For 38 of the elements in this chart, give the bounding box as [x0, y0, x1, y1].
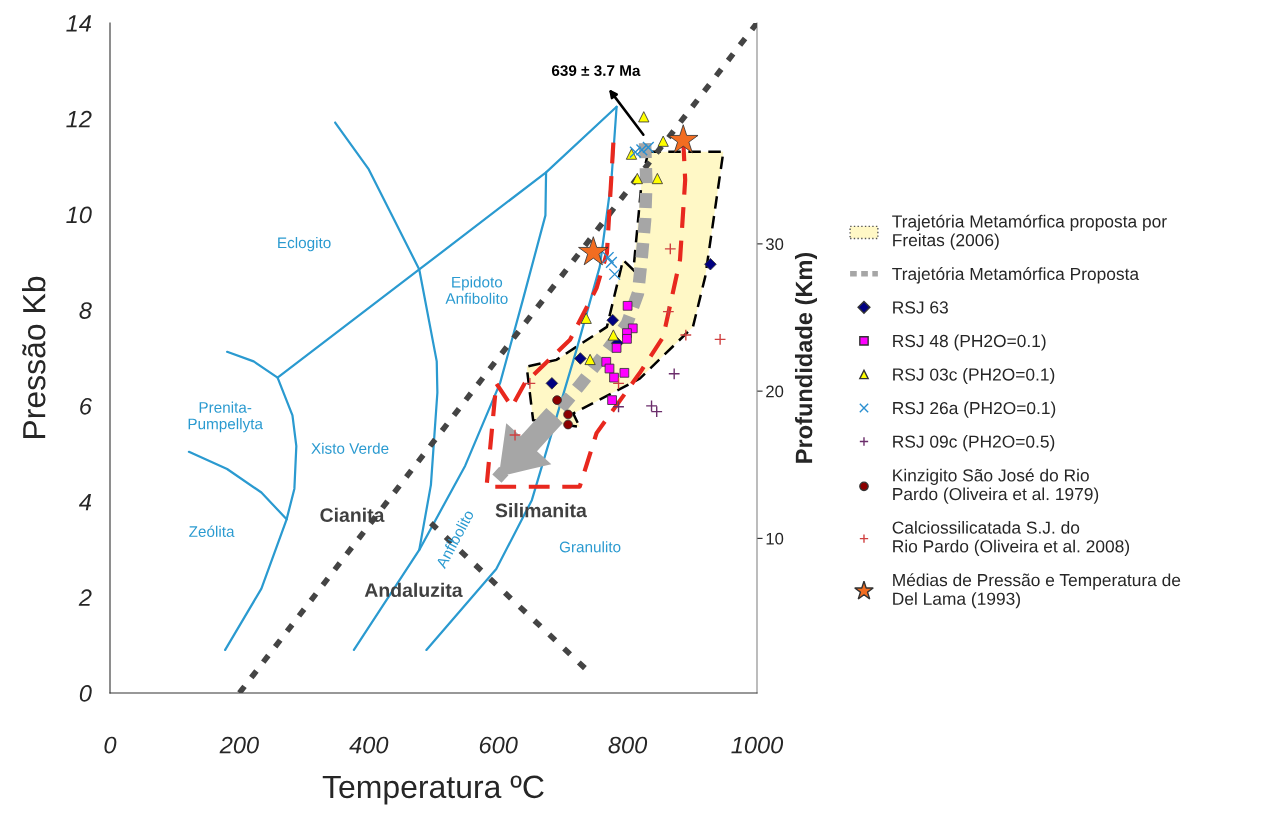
y2-tick-label: 10 [766, 532, 784, 545]
x-axis-title: Temperatura ºC [322, 775, 544, 805]
annotation: Cianita [320, 507, 385, 523]
annotation: 639 ± 3.7 Ma [551, 65, 641, 77]
x-tick-label: 0 [104, 736, 117, 754]
y-tick-label: 10 [66, 206, 92, 224]
y-tick-label: 2 [78, 589, 92, 606]
legend-label: Calciossilicatada S.J. do Rio Pardo (Oliveira et al. 2008) [892, 521, 1130, 556]
x-tick-label: 800 [608, 736, 648, 754]
x-tick-label: 400 [349, 736, 389, 754]
y-tick-label: 4 [78, 493, 92, 511]
y-tick-label: 14 [66, 15, 92, 32]
legend-label: Trajetória Metamórfica Proposta [892, 267, 1140, 284]
legend-label: RSJ 48 (PH2O=0.1) [893, 334, 1046, 351]
y-tick-label: 12 [66, 110, 92, 128]
legend-label: RSJ 26a (PH2O=0.1) [893, 401, 1056, 418]
legend-label: RSJ 63 [893, 301, 948, 314]
annotation: Eclogito [278, 236, 331, 252]
y2-tick-label: 20 [766, 385, 784, 398]
y-tick-label: 8 [79, 302, 92, 319]
legend-label: Trajetória Metamórfica proposta por Freitas (2006) [892, 214, 1167, 250]
x-tick-label: 200 [219, 736, 259, 754]
y2-tick-label: 30 [765, 238, 784, 251]
annotation: Granulito [559, 541, 621, 553]
legend-label: RSJ 03c (PH2O=0.1) [893, 367, 1055, 385]
legend-label: RSJ 09c (PH2O=0.5) [893, 435, 1055, 452]
annotation: Prenita- Pumpellyta [188, 401, 263, 433]
x-tick-label: 1000 [731, 736, 784, 754]
annotation: Zeólita [189, 525, 235, 537]
y-axis-title: Pressão Kb [22, 276, 46, 438]
y-tick-label: 6 [80, 397, 92, 415]
y2-axis-title: Profundidade (Km) [794, 252, 817, 463]
legend-label: Médias de Pressão e Temperatura de Del Lama (1993) [893, 573, 1181, 609]
x-tick-label: 600 [479, 736, 518, 754]
annotation: Epidoto Anfibolito [445, 276, 508, 304]
y-tick-label: 0 [79, 685, 92, 702]
annotation: Xisto Verde [311, 442, 389, 454]
legend-label: Kinzigito São José do Rio Pardo (Oliveira et al. 1979) [893, 468, 1099, 504]
